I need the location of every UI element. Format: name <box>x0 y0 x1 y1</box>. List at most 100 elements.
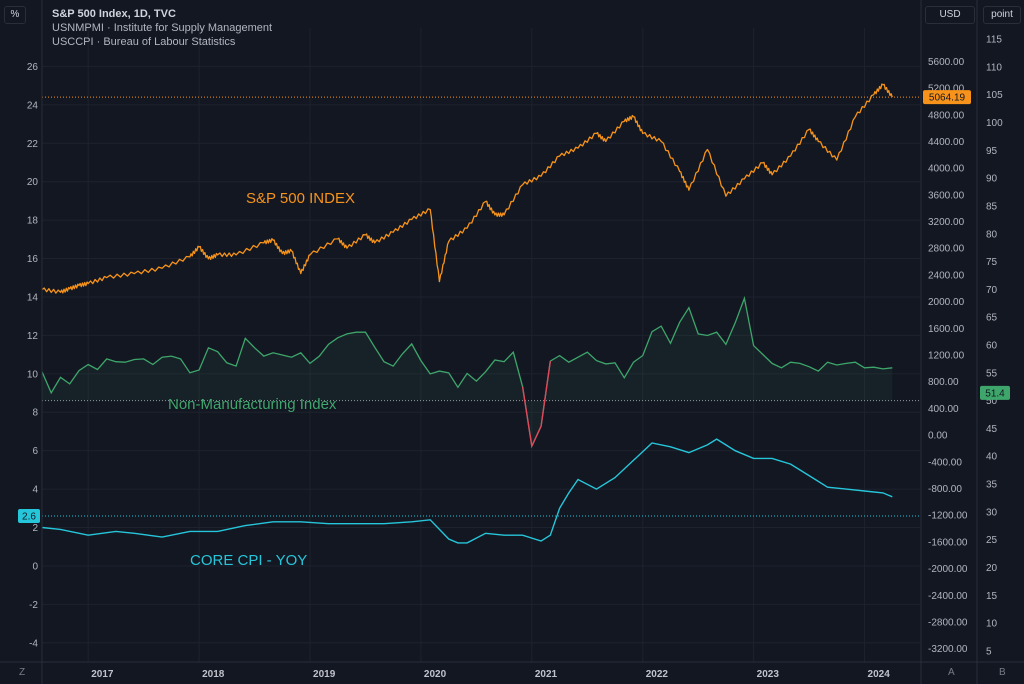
auto-scale-a-button[interactable]: A <box>948 667 955 678</box>
grid-lines <box>42 28 920 662</box>
point-scale-label[interactable]: point <box>983 6 1021 24</box>
point-axis-tick-label: 75 <box>986 257 998 268</box>
usd-axis-tick-label: 3200.00 <box>928 217 965 228</box>
usd-axis-tick-label: 4800.00 <box>928 110 965 121</box>
left-axis-tick-label: 10 <box>27 369 39 380</box>
spx-last-value-badge-bg <box>923 90 971 105</box>
point-axis-tick-label: 55 <box>986 368 998 379</box>
cpi-last-value-badge-bg <box>18 508 40 523</box>
auto-scale-b-button[interactable]: B <box>999 667 1006 678</box>
left-axis-tick-label: -4 <box>29 638 38 649</box>
price-badges: 5064.19 51.4 2.6 <box>18 90 1010 523</box>
x-axis-tick-label: 2020 <box>424 669 447 680</box>
point-axis-tick-label: 40 <box>986 452 998 463</box>
usd-axis-tick-label: -2000.00 <box>928 564 968 575</box>
point-axis-tick-label: 65 <box>986 313 998 324</box>
x-axis-tick-label: 2021 <box>535 669 558 680</box>
left-axis-tick-label: 2 <box>32 523 38 534</box>
left-axis-tick-label: -2 <box>29 600 38 611</box>
point-axis-tick-label: 100 <box>986 118 1003 129</box>
usd-axis-tick-label: -800.00 <box>928 484 962 495</box>
point-axis-tick-label: 90 <box>986 174 998 185</box>
pmi-series-line <box>41 295 893 449</box>
usd-axis-tick-label: 1600.00 <box>928 324 965 335</box>
point-axis-tick-label: 25 <box>986 535 998 546</box>
usd-axis-tick-label: -2800.00 <box>928 617 968 628</box>
usd-axis-tick-label: 1200.00 <box>928 351 965 362</box>
point-axis-tick-label: 70 <box>986 285 998 296</box>
point-axis-tick-label: 95 <box>986 146 998 157</box>
auto-scale-z-button[interactable]: Z <box>19 667 26 678</box>
legend-pmi-title[interactable]: USNMPMI · Institute for Supply Managemen… <box>52 22 273 34</box>
left-scale-label[interactable]: % <box>4 6 26 24</box>
left-axis-tick-label: 12 <box>27 331 39 342</box>
cpi-last-value-badge: 2.6 <box>22 511 36 522</box>
point-axis-tick-label: 15 <box>986 591 998 602</box>
left-axis-tick-label: 0 <box>32 561 38 572</box>
left-axis-tick-label: 14 <box>27 292 39 303</box>
point-axis-tick-label: 80 <box>986 229 998 240</box>
point-axis-tick-label: 85 <box>986 201 998 212</box>
usd-axis-tick-label: -1200.00 <box>928 511 968 522</box>
left-axis-tick-label: 24 <box>27 100 39 111</box>
point-axis-tick-label: 105 <box>986 90 1003 101</box>
pmi-below-50-segment <box>540 361 552 427</box>
usd-scale-label[interactable]: USD <box>925 6 975 24</box>
x-axis-tick-label: 2023 <box>757 669 780 680</box>
usd-axis-tick-label: 4400.00 <box>928 137 965 148</box>
x-axis-tick-label: 2018 <box>202 669 225 680</box>
spx-series-line <box>41 83 893 294</box>
usd-axis-tick-label: 2400.00 <box>928 270 965 281</box>
left-axis-tick-label: 26 <box>27 62 39 73</box>
cpi-annotation: CORE CPI - YOY <box>190 552 308 569</box>
usd-axis-tick-label: 2800.00 <box>928 244 965 255</box>
left-axis-tick-label: 18 <box>27 216 39 227</box>
x-axis-tick-label: 2024 <box>868 669 891 680</box>
usd-axis-tick-label: -3200.00 <box>928 644 968 655</box>
plot-area[interactable] <box>41 83 893 544</box>
point-axis-tick-label: 50 <box>986 396 998 407</box>
usd-axis-tick-label: 400.00 <box>928 404 959 415</box>
usd-axis-tick-label: 2000.00 <box>928 297 965 308</box>
left-axis-tick-label: 8 <box>32 408 38 419</box>
reference-lines <box>42 96 920 517</box>
pmi-last-value-badge: 51.4 <box>985 388 1005 399</box>
usd-axis-tick-label: -400.00 <box>928 457 962 468</box>
usd-axis-tick-label: 0.00 <box>928 431 948 442</box>
point-axis-tick-label: 20 <box>986 563 998 574</box>
left-axis-tick-label: 4 <box>32 485 38 496</box>
pmi-annotation: Non-Manufacturing Index <box>168 396 337 413</box>
pmi-below-50-segment <box>531 425 542 447</box>
usd-axis-tick-label: -2400.00 <box>928 591 968 602</box>
point-axis-tick-label: 45 <box>986 424 998 435</box>
point-axis-tick-label: 10 <box>986 619 998 630</box>
usd-axis-tick-label: 5600.00 <box>928 57 965 68</box>
usd-axis-tick-label: 4000.00 <box>928 164 965 175</box>
usd-axis-tick-label: 5200.00 <box>928 84 965 95</box>
usd-axis-tick-label: 3600.00 <box>928 190 965 201</box>
point-axis-tick-label: 60 <box>986 341 998 352</box>
point-axis-tick-label: 115 <box>986 35 1002 46</box>
x-axis-tick-label: 2019 <box>313 669 336 680</box>
pmi-last-value-badge-bg <box>980 385 1010 400</box>
point-axis-tick-label: 35 <box>986 480 998 491</box>
usd-axis-tick-label: 800.00 <box>928 377 959 388</box>
legend-spx-title[interactable]: S&P 500 Index, 1D, TVC <box>52 8 176 20</box>
left-axis-tick-label: 20 <box>27 177 39 188</box>
cpi-series-line <box>41 438 893 544</box>
left-axis-tick-label: 6 <box>32 446 38 457</box>
point-axis-tick-label: 5 <box>986 646 992 657</box>
x-axis-tick-label: 2022 <box>646 669 669 680</box>
spx-annotation: S&P 500 INDEX <box>246 190 355 207</box>
point-axis-tick-label: 110 <box>986 62 1002 73</box>
point-axis-tick-label: 30 <box>986 507 998 518</box>
left-axis-tick-label: 16 <box>27 254 39 265</box>
legend-cpi-title[interactable]: USCCPI · Bureau of Labour Statistics <box>52 36 236 48</box>
pmi-area <box>42 298 893 447</box>
x-axis-tick-label: 2017 <box>91 669 114 680</box>
left-axis-tick-label: 22 <box>27 139 39 150</box>
usd-axis-tick-label: -1600.00 <box>928 537 968 548</box>
spx-last-value-badge: 5064.19 <box>929 93 966 104</box>
